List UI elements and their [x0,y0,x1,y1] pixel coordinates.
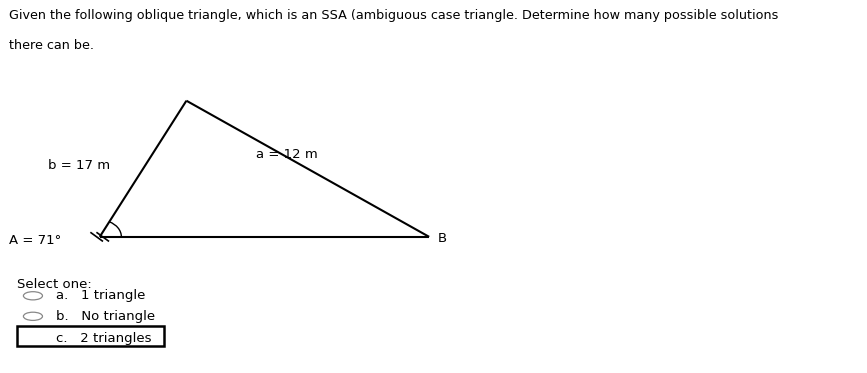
Text: b = 17 m: b = 17 m [48,160,110,172]
Text: Given the following oblique triangle, which is an SSA (ambiguous case triangle. : Given the following oblique triangle, wh… [9,9,778,22]
FancyBboxPatch shape [17,326,164,346]
Text: a = 12 m: a = 12 m [256,148,317,161]
Text: b.   No triangle: b. No triangle [56,310,155,323]
Text: there can be.: there can be. [9,39,94,52]
Text: A = 71°: A = 71° [9,234,61,247]
Text: B: B [438,232,447,245]
Text: a.   1 triangle: a. 1 triangle [56,289,146,302]
Text: c.   2 triangles: c. 2 triangles [56,332,152,345]
Text: Select one:: Select one: [17,278,92,291]
